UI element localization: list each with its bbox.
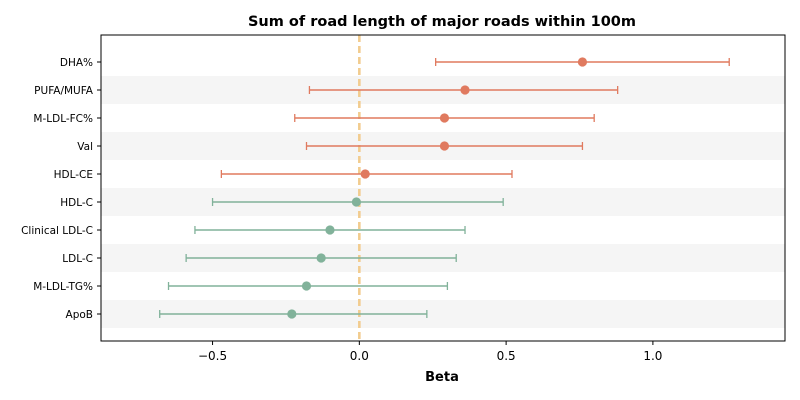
y-tick-label: M-LDL-TG% [33,281,93,293]
plot-frame [100,34,786,342]
x-tick-label: 0.5 [497,349,516,363]
y-tick-label: PUFA/MUFA [34,85,94,97]
y-tick-label: Clinical LDL-C [21,225,93,237]
x-tick-label: 1.0 [643,349,662,363]
point-estimate [360,169,370,179]
y-tick-label: LDL-C [62,253,93,265]
point-estimate [439,141,450,151]
point-estimate [316,253,326,263]
error-bars [159,57,730,319]
x-tick-label: 0.0 [350,349,369,363]
point-estimate [325,225,335,235]
y-tick-label: ApoB [66,309,93,321]
y-tick-label: HDL-CE [54,169,93,181]
y-tick-label: HDL-C [60,197,93,209]
point-estimate [577,57,588,67]
x-tick-label: −0.5 [198,349,227,363]
point-estimate [460,85,470,95]
y-tick-label: DHA% [60,57,93,69]
point-estimate [351,197,361,207]
y-axis-ticks: DHA% PUFA/MUFA M-LDL-FC% Val HDL-CE HDL-C Clin… [21,57,101,321]
point-estimate [287,309,297,319]
point-estimate [439,113,450,123]
y-tick-label: Val [77,141,93,153]
y-tick-label: M-LDL-FC% [33,113,93,125]
x-axis-label: Beta [425,370,459,385]
point-estimate [301,281,312,291]
x-axis-ticks: −0.5 0.0 0.5 1.0 [198,341,662,363]
chart-title: Sum of road length of major roads within… [248,14,636,30]
